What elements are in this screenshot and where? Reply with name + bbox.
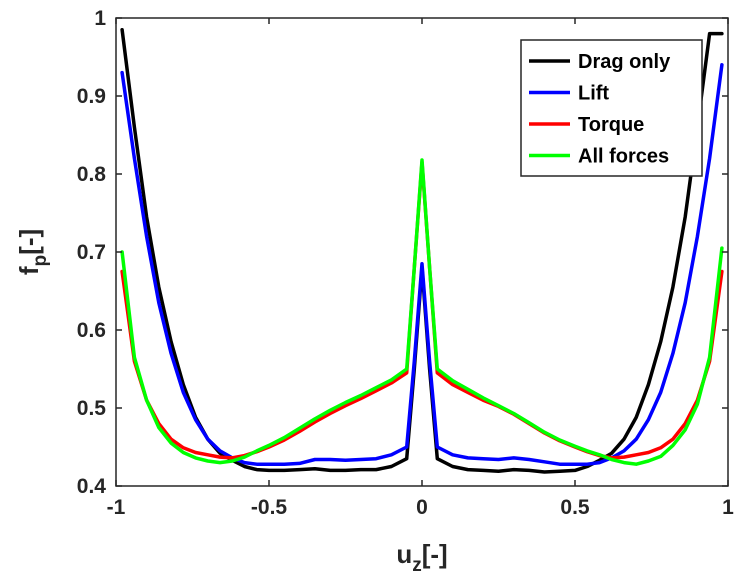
y-tick-label: 0.7: [77, 241, 106, 264]
x-tick-label: 1: [722, 496, 734, 519]
legend: Drag only Lift Torque All forces: [520, 39, 703, 177]
y-tick-label: 0.6: [77, 319, 106, 342]
y-axis-label: fp[-]: [14, 229, 51, 275]
x-tick-label: -0.5: [251, 496, 288, 519]
series-line-1: [120, 63, 724, 466]
x-tick-label: 0.5: [560, 496, 590, 519]
ticks-layer: -1 -0.5 0 0.5 1 0.4 0.5 0.6 0.7 0.8 0.9 1: [77, 7, 734, 519]
legend-label-1: Lift: [578, 83, 609, 105]
x-tick-label: 0: [416, 496, 428, 519]
plot-frame: [115, 17, 729, 487]
series-layer: [120, 27, 724, 474]
legend-label-3: All forces: [578, 146, 669, 168]
x-tick-label: -1: [107, 496, 126, 519]
legend-label-0: Drag only: [578, 51, 671, 73]
x-axis-label: uz[-]: [396, 539, 447, 575]
y-tick-label: 0.4: [77, 475, 107, 498]
legend-items: Drag only Lift Torque All forces: [529, 51, 671, 168]
series-line-3: [120, 158, 724, 466]
y-tick-label: 0.9: [77, 85, 106, 108]
legend-label-2: Torque: [578, 114, 644, 136]
y-tick-label: 1: [94, 7, 106, 30]
y-tick-label: 0.8: [77, 163, 107, 186]
y-tick-label: 0.5: [77, 397, 107, 420]
